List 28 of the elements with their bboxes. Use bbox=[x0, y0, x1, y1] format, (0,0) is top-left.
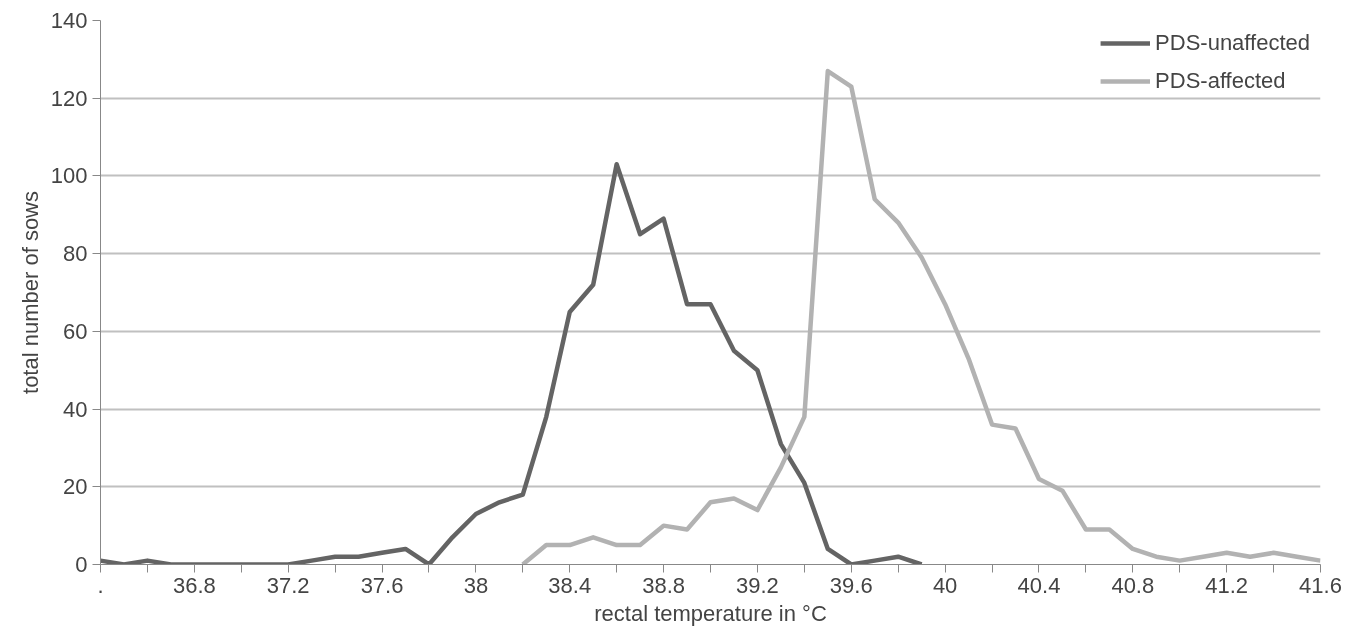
y-tick-label: 80 bbox=[63, 241, 88, 267]
x-tick-label: 40 bbox=[932, 572, 958, 598]
x-tick-label: 40.4 bbox=[1017, 572, 1061, 598]
x-tick-label: 39.2 bbox=[736, 572, 779, 598]
x-tick-label: 38.8 bbox=[642, 572, 685, 598]
x-tick-label: 41.6 bbox=[1299, 572, 1342, 598]
x-tick-label: 38 bbox=[463, 572, 489, 598]
x-tick-label: 41.2 bbox=[1205, 572, 1249, 598]
y-tick-label: 60 bbox=[63, 318, 88, 344]
line-series bbox=[520, 68, 1321, 565]
x-tick-label: . bbox=[97, 572, 104, 598]
y-tick-label: 140 bbox=[50, 8, 88, 33]
y-tick-label: 20 bbox=[63, 474, 88, 500]
x-tick-label: 40.8 bbox=[1111, 572, 1155, 598]
x-tick-label: 36.8 bbox=[172, 572, 216, 598]
y-tick-label: 0 bbox=[75, 552, 88, 577]
legend-label: PDS-unaffected bbox=[1155, 30, 1310, 56]
x-axis-title: rectal temperature in °C bbox=[594, 600, 827, 626]
y-tick-label: 100 bbox=[50, 163, 88, 189]
x-tick-label: 38.4 bbox=[548, 572, 592, 598]
y-tick-label: 120 bbox=[50, 85, 88, 111]
y-tick-label: 40 bbox=[63, 396, 88, 422]
x-tick-label: 39.6 bbox=[829, 572, 873, 598]
y-axis-title: total number of sows bbox=[17, 191, 43, 394]
x-tick-label: 37.6 bbox=[360, 572, 404, 598]
line-series bbox=[100, 162, 924, 565]
legend-label: PDS-affected bbox=[1155, 68, 1286, 94]
x-tick-label: 37.2 bbox=[266, 572, 310, 598]
